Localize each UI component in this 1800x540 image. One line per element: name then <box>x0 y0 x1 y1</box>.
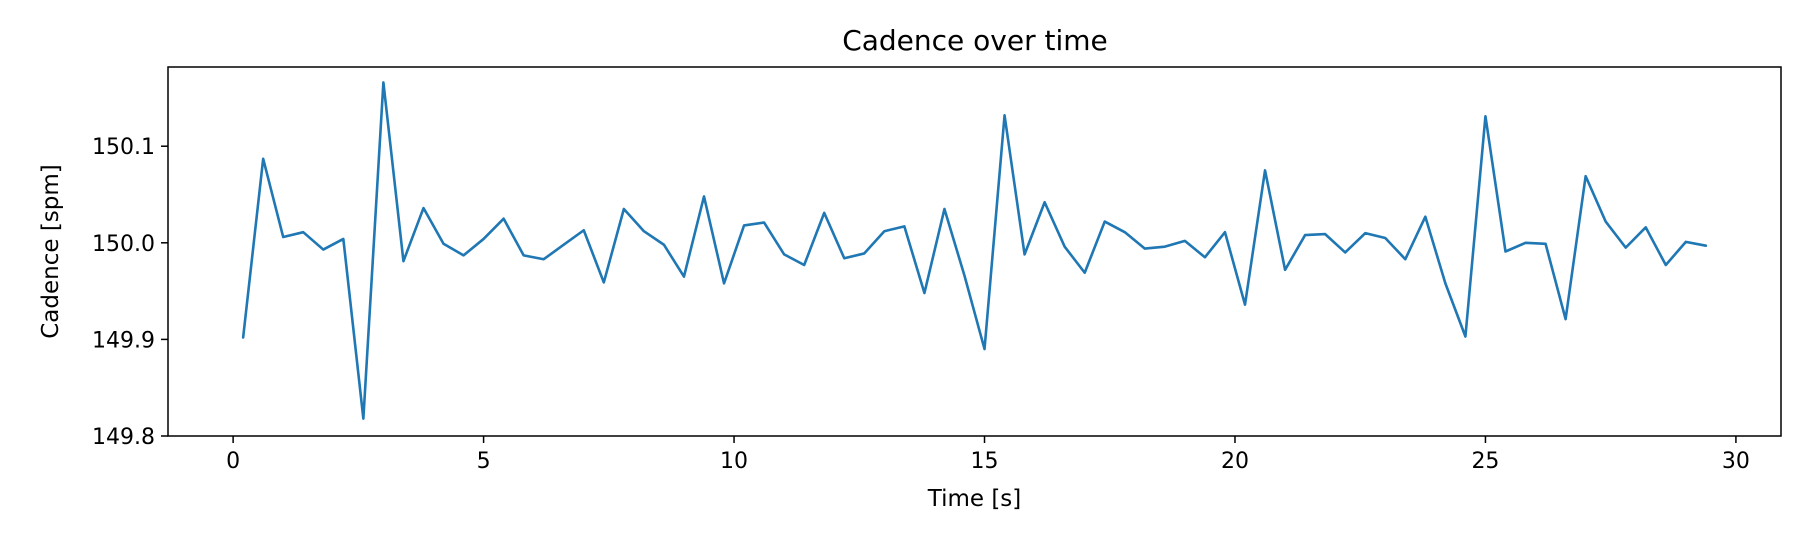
x-axis: 0 5 10 15 20 25 30 <box>226 436 1750 474</box>
plot-area <box>241 81 1708 420</box>
x-tick-label: 15 <box>971 449 999 474</box>
x-axis-label: Time [s] <box>927 486 1022 512</box>
x-tick-label: 0 <box>226 449 240 474</box>
y-tick-label: 150.1 <box>92 135 155 160</box>
series-line <box>241 81 1708 420</box>
y-axis-label: Cadence [spm] <box>38 164 64 339</box>
y-tick-label: 149.9 <box>92 328 155 353</box>
y-axis: 149.8 149.9 150.0 150.1 <box>92 135 168 450</box>
y-tick-label: 149.8 <box>92 425 155 450</box>
x-tick-label: 20 <box>1221 449 1249 474</box>
x-tick-label: 25 <box>1471 449 1499 474</box>
x-tick-label: 10 <box>720 449 748 474</box>
x-tick-label: 30 <box>1722 449 1750 474</box>
y-tick-label: 150.0 <box>92 232 155 257</box>
x-tick-label: 5 <box>477 449 491 474</box>
chart-title: Cadence over time <box>842 24 1108 57</box>
plot-frame <box>167 66 1782 437</box>
